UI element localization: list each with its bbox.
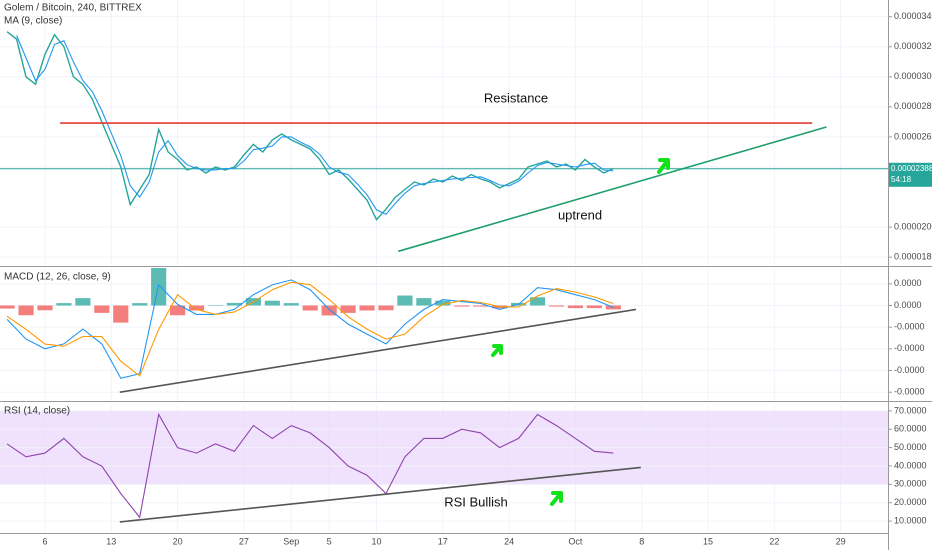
histogram-bar: [226, 302, 243, 306]
y-tick-label: -0.0000: [894, 365, 925, 375]
price-tag-label: 0.00002388: [891, 164, 932, 173]
trend-line: [119, 466, 641, 523]
y-tick-label: 0.0000: [894, 300, 922, 310]
histogram-bar: [113, 305, 129, 323]
histogram-bar: [416, 298, 432, 306]
indicator-title: RSI (14, close): [4, 406, 70, 417]
x-tick-label: 5: [327, 536, 332, 546]
histogram-bar: [321, 305, 337, 316]
y-tick-label: 0.00003200: [894, 41, 932, 51]
series-line: [6, 31, 614, 221]
histogram-bar: [548, 305, 565, 307]
histogram-bar: [132, 303, 148, 306]
histogram-bar: [529, 297, 546, 306]
histogram-bar: [37, 305, 53, 311]
series-line: [6, 279, 614, 379]
y-tick-label: 0.00003000: [894, 71, 932, 81]
histogram-bar: [454, 305, 470, 307]
pane: [0, 268, 888, 393]
pane: [0, 410, 888, 523]
histogram-bar: [340, 305, 356, 313]
trend-line: [119, 308, 637, 393]
histogram-bar: [207, 305, 224, 306]
indicator-title: MACD (12, 26, close, 9): [4, 272, 111, 283]
histogram-bar: [359, 305, 375, 311]
y-tick-label: 10.0000: [894, 515, 927, 525]
histogram-bar: [56, 303, 72, 306]
x-tick-label: 15: [703, 536, 713, 546]
y-tick-label: 30.0000: [894, 479, 927, 489]
histogram-bar: [567, 305, 584, 309]
pane: [0, 16, 888, 258]
histogram-bar: [188, 305, 205, 311]
histogram-bar: [302, 305, 318, 311]
x-tick-label: 17: [438, 536, 448, 546]
series-line: [16, 35, 614, 215]
chart-title: Golem / Bitcoin, 240, BITTREX: [4, 3, 142, 14]
y-tick-label: 0.0000: [894, 278, 922, 288]
histogram-bar: [605, 305, 621, 310]
y-tick-label: -0.0000: [894, 387, 925, 397]
histogram-bar: [264, 300, 280, 306]
x-tick-label: 27: [239, 536, 249, 546]
histogram-bar: [94, 305, 110, 313]
arrow: [657, 158, 670, 174]
x-tick-label: 6: [42, 536, 47, 546]
x-tick-label: 29: [836, 536, 846, 546]
histogram-bar: [473, 305, 489, 307]
histogram-bar: [75, 298, 91, 306]
histogram-bar: [397, 295, 413, 306]
y-tick-label: 50.0000: [894, 442, 927, 452]
y-tick-label: 70.0000: [894, 405, 927, 415]
x-tick-label: 10: [372, 536, 382, 546]
price-tag: [889, 162, 932, 187]
annotation: uptrend: [558, 207, 602, 222]
x-tick-label: 13: [106, 536, 116, 546]
x-tick-label: 8: [639, 536, 644, 546]
y-tick-label: -0.0000: [894, 343, 925, 353]
x-tick-label: Oct: [568, 536, 583, 546]
x-tick-label: 22: [769, 536, 779, 546]
histogram-bar: [283, 303, 299, 306]
arrow: [491, 344, 503, 357]
trend-line: [398, 126, 827, 253]
annotation: Resistance: [484, 90, 548, 105]
y-tick-label: -0.0000: [894, 322, 925, 332]
histogram-bar: [378, 305, 394, 311]
y-tick-label: 20.0000: [894, 497, 927, 507]
arrows: [491, 158, 670, 506]
indicator-title: MA (9, close): [4, 16, 62, 27]
y-tick-label: 0.00003400: [894, 11, 932, 21]
y-tick-label: 0.00002800: [894, 101, 932, 111]
histogram-bar: [435, 300, 451, 306]
series-line: [6, 281, 614, 377]
countdown: 54:18: [891, 175, 912, 184]
y-tick-label: 40.0000: [894, 460, 927, 470]
plot-layer: [0, 0, 888, 533]
x-tick-label: 24: [504, 536, 514, 546]
x-tick-label: Sep: [283, 536, 299, 546]
annotation: RSI Bullish: [444, 494, 508, 509]
series-line: [6, 412, 614, 519]
histogram-bar: [170, 305, 186, 316]
y-tick-label: 0.00002000: [894, 221, 932, 231]
histogram-bar: [586, 305, 602, 309]
y-tick-label: 0.00001800: [894, 252, 932, 262]
histogram-bar: [18, 305, 34, 316]
histogram-bar: [0, 305, 15, 309]
arrow: [550, 491, 563, 506]
x-tick-label: 20: [173, 536, 183, 546]
y-tick-label: 60.0000: [894, 424, 927, 434]
y-tick-label: 0.00002600: [894, 131, 932, 141]
